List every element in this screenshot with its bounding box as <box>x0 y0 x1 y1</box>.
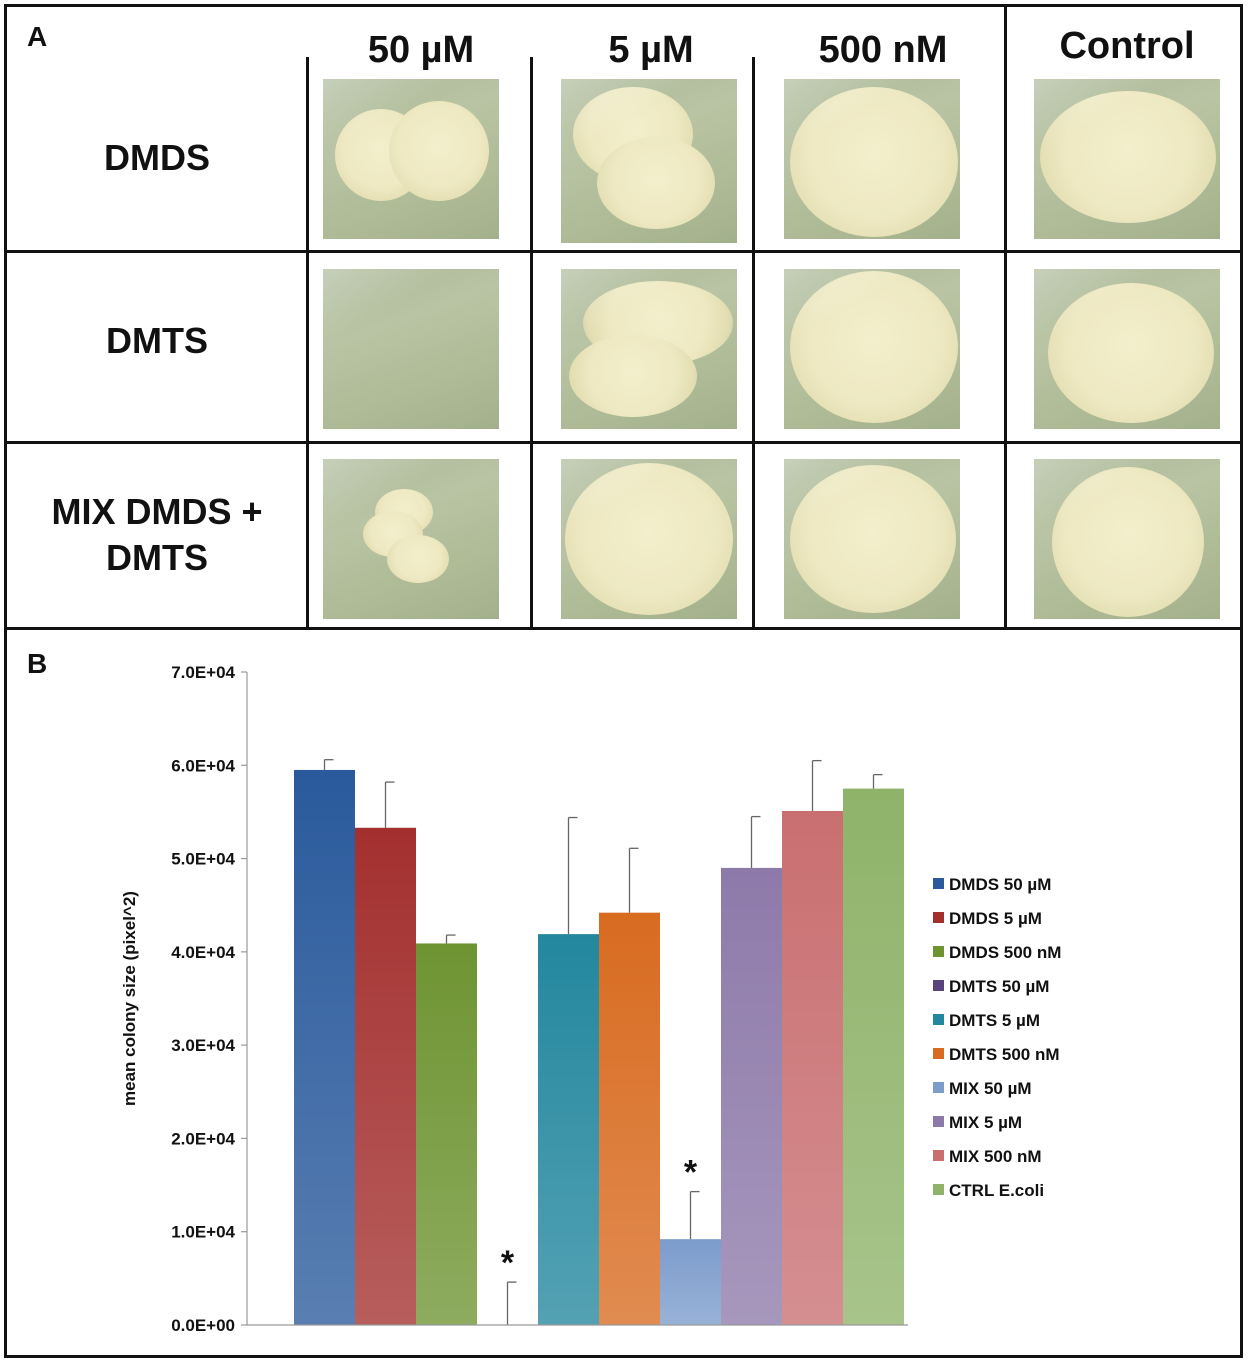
legend-swatch <box>933 1082 944 1093</box>
legend-label: CTRL E.coli <box>949 1181 1044 1200</box>
colony <box>569 335 697 417</box>
y-tick-label: 3.0E+04 <box>171 1036 235 1055</box>
colony-plate-mix-5uM <box>561 459 737 619</box>
panel-a-colony-images: A 50 µM 5 µM 500 nM Control DMDS DMTS MI… <box>4 4 1243 630</box>
colony <box>790 87 958 237</box>
colony-plate-mix-500nM <box>784 459 960 619</box>
bar <box>843 788 904 1325</box>
grid-divider <box>7 250 1240 253</box>
legend-swatch <box>933 912 944 923</box>
colony <box>387 535 449 583</box>
colony-size-chart: 0.0E+00 1.0E+04 2.0E+04 3.0E+04 4.0E+04 5.0E+… <box>120 663 1061 1335</box>
colony <box>565 463 733 615</box>
legend-label: MIX 500 nM <box>949 1147 1042 1166</box>
y-tick-label: 0.0E+00 <box>171 1316 235 1335</box>
legend-swatch <box>933 980 944 991</box>
bar <box>599 912 660 1325</box>
grid-divider <box>7 441 1240 444</box>
grid-divider <box>530 57 533 630</box>
legend-swatch <box>933 1014 944 1025</box>
legend-swatch <box>933 878 944 889</box>
colony-plate-dmts-50uM <box>323 269 499 429</box>
legend-label: DMDS 50 µM <box>949 875 1051 894</box>
y-tick-label: 6.0E+04 <box>171 756 235 775</box>
legend-label: DMDS 500 nM <box>949 943 1061 962</box>
grid-divider <box>306 57 309 630</box>
y-tick-label: 5.0E+04 <box>171 850 235 869</box>
colony-plate-dmds-control <box>1034 79 1220 239</box>
colony-plate-dmds-50uM <box>323 79 499 239</box>
column-header-500nM: 500 nM <box>818 29 948 71</box>
colony-plate-dmts-500nM <box>784 269 960 429</box>
legend-label: DMTS 50 µM <box>949 977 1049 996</box>
bar <box>660 1239 721 1325</box>
row-label-dmds: DMDS <box>7 135 307 181</box>
legend-label: DMDS 5 µM <box>949 909 1042 928</box>
significance-asterisk: * <box>501 1244 515 1282</box>
legend-label: MIX 5 µM <box>949 1113 1022 1132</box>
colony <box>1052 467 1204 617</box>
y-tick-label: 7.0E+04 <box>171 663 235 682</box>
legend-label: MIX 50 µM <box>949 1079 1032 1098</box>
legend-label: DMTS 5 µM <box>949 1011 1040 1030</box>
colony-plate-mix-50uM <box>323 459 499 619</box>
panel-b-bar-chart: B 0.0E+00 1.0E+04 2.0E+04 3.0E+04 4.0E+04 5.0… <box>4 630 1243 1358</box>
row-label-dmds-text: DMDS <box>104 137 210 178</box>
colony-plate-dmts-5uM <box>561 269 737 429</box>
row-label-dmts-text: DMTS <box>106 320 208 361</box>
column-header-control: Control <box>1059 25 1195 67</box>
row-label-dmts: DMTS <box>7 318 307 364</box>
legend-swatch <box>933 1116 944 1127</box>
bar <box>294 769 355 1325</box>
legend-swatch <box>933 1184 944 1195</box>
legend-swatch <box>933 946 944 957</box>
colony <box>790 465 956 613</box>
row-label-mix: MIX DMDS + DMTS <box>7 489 307 581</box>
bar <box>721 867 782 1325</box>
colony <box>790 271 958 423</box>
panel-a-letter: A <box>27 21 48 52</box>
colony <box>1040 91 1216 223</box>
bar <box>416 943 477 1325</box>
legend-label: DMTS 500 nM <box>949 1045 1060 1064</box>
legend-swatch <box>933 1150 944 1161</box>
column-header-5uM: 5 µM <box>608 29 694 71</box>
y-tick-label: 2.0E+04 <box>171 1129 235 1148</box>
grid-divider <box>1004 7 1007 630</box>
colony-plate-dmts-control <box>1034 269 1220 429</box>
y-axis-label: mean colony size (pixel^2) <box>120 891 139 1106</box>
row-label-mix-line2: DMTS <box>106 537 208 578</box>
bar <box>782 810 843 1325</box>
grid-divider <box>752 57 755 630</box>
significance-asterisk: * <box>684 1154 698 1192</box>
colony <box>389 101 489 201</box>
colony <box>1048 283 1214 423</box>
y-tick-label: 4.0E+04 <box>171 943 235 962</box>
legend-swatch <box>933 1048 944 1059</box>
panel-b-letter: B <box>27 648 48 679</box>
colony-plate-dmds-5uM <box>561 79 737 243</box>
column-header-50uM: 50 µM <box>367 29 475 71</box>
colony-plate-dmds-500nM <box>784 79 960 239</box>
row-label-mix-line1: MIX DMDS + <box>51 491 263 532</box>
colony <box>597 137 715 229</box>
colony-plate-mix-control <box>1034 459 1220 619</box>
bar <box>355 827 416 1325</box>
y-tick-label: 1.0E+04 <box>171 1223 235 1242</box>
bar <box>538 934 599 1325</box>
